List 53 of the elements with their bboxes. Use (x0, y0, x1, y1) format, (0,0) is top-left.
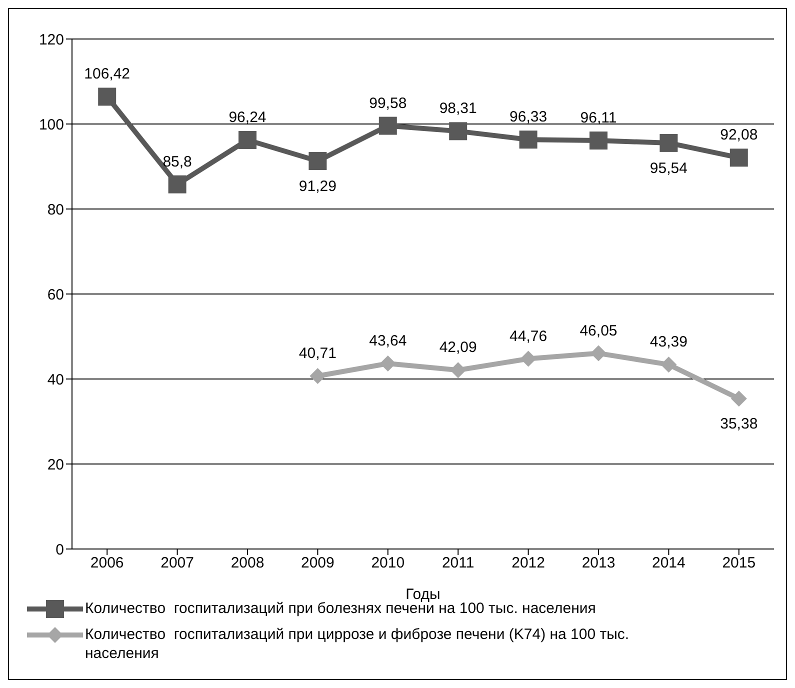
x-tick-label: 2010 (371, 554, 405, 572)
data-label: 92,08 (720, 126, 758, 144)
point (378, 116, 397, 135)
point (238, 130, 256, 149)
data-label: 85,8 (162, 153, 192, 170)
data-label: 98,31 (439, 100, 477, 118)
data-label: 99,58 (369, 94, 407, 112)
point (98, 88, 116, 106)
data-label: 106,42 (84, 66, 130, 83)
x-tick-label: 2011 (442, 554, 474, 572)
point (519, 130, 538, 149)
x-axis-title: Годы (406, 586, 440, 603)
point (730, 390, 747, 407)
x-tick-label: 2013 (582, 554, 616, 572)
point (660, 356, 677, 373)
y-tick-label: 20 (47, 456, 64, 474)
data-label: 35,38 (720, 416, 758, 433)
data-label: 44,76 (510, 328, 548, 345)
point (590, 345, 606, 362)
x-tick-label: 2006 (90, 554, 124, 572)
point (590, 132, 608, 150)
data-label: 96,24 (228, 108, 266, 126)
x-tick-label: 2009 (301, 554, 334, 572)
legend-label: Количество госпитализаций при циррозе и фиброзе печени (K74) на 100 тыс. населения (85, 625, 630, 663)
point (308, 152, 327, 170)
y-tick-label: 0 (56, 541, 64, 558)
point (168, 175, 186, 194)
y-tick-label: 100 (38, 116, 64, 134)
x-tick-label: 2007 (160, 554, 194, 572)
point (520, 350, 536, 367)
x-tick-label: 2008 (230, 554, 264, 572)
data-label: 91,29 (298, 178, 336, 196)
y-tick-label: 120 (38, 31, 64, 48)
point (660, 134, 678, 152)
point (380, 356, 396, 372)
x-tick-label: 2014 (652, 554, 686, 572)
data-label: 43,64 (369, 332, 407, 350)
data-label: 43,39 (650, 334, 688, 351)
point (730, 148, 748, 167)
data-label: 95,54 (650, 160, 688, 177)
y-tick-label: 60 (47, 286, 64, 304)
data-label: 40,71 (298, 344, 336, 362)
point (450, 362, 466, 378)
x-tick-label: 2015 (722, 554, 756, 572)
data-label: 96,33 (510, 108, 548, 126)
point (449, 122, 468, 140)
x-tick-label: 2012 (512, 554, 545, 572)
y-tick-label: 40 (47, 371, 64, 388)
point (310, 368, 326, 384)
data-label: 96,11 (580, 110, 617, 127)
y-tick-label: 80 (47, 201, 64, 218)
data-label: 42,09 (439, 339, 477, 356)
data-label: 46,05 (580, 322, 618, 340)
